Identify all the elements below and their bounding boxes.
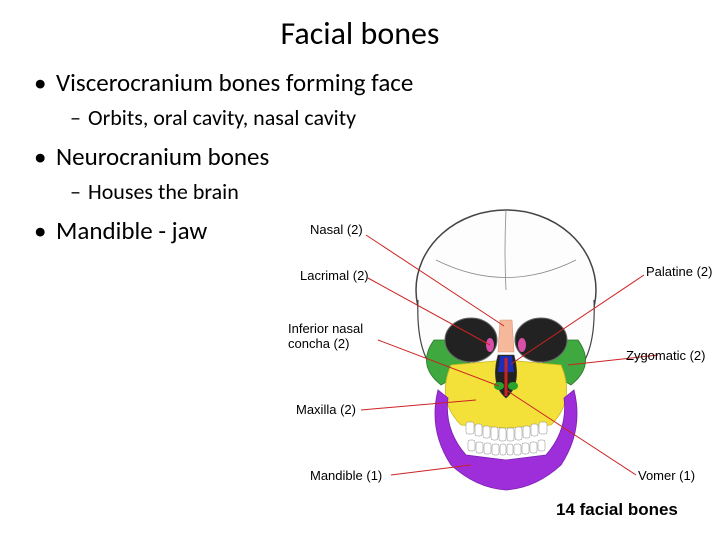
slide-title: Facial bones <box>0 0 720 61</box>
label-mandible: Mandible (1) <box>310 468 382 483</box>
skull-diagram: Nasal (2) Lacrimal (2) Inferior nasalcon… <box>306 200 706 530</box>
label-nasal: Nasal (2) <box>310 222 363 237</box>
diagram-caption: 14 facial bones <box>556 500 678 520</box>
bullet-viscerocranium-sub: Orbits, oral cavity, nasal cavity <box>70 104 720 131</box>
label-inferior-nasal-concha: Inferior nasalconcha (2) <box>288 322 363 352</box>
label-lacrimal: Lacrimal (2) <box>300 268 369 283</box>
label-vomer: Vomer (1) <box>638 468 695 483</box>
bullet-neurocranium: Neurocranium bones <box>34 141 720 172</box>
label-maxilla: Maxilla (2) <box>296 402 356 417</box>
label-zygomatic: Zygomatic (2) <box>626 348 705 363</box>
label-palatine: Palatine (2) <box>646 264 712 279</box>
bullet-viscerocranium: Viscerocranium bones forming face <box>34 67 720 98</box>
